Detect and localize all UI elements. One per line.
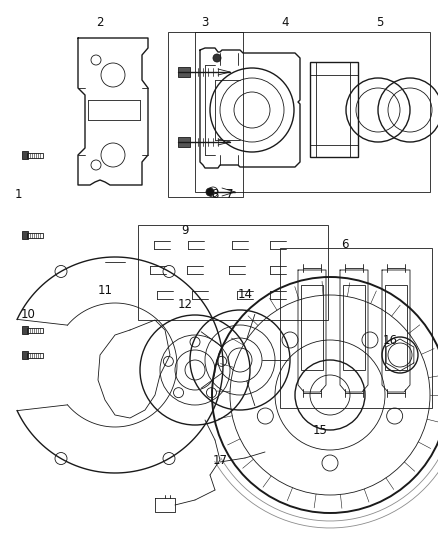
Text: 7: 7: [226, 189, 234, 201]
Bar: [22, 151, 28, 159]
Bar: [27, 232, 43, 238]
Text: 17: 17: [212, 454, 227, 466]
Text: 12: 12: [177, 298, 192, 311]
Bar: [280, 248, 432, 408]
Text: 2: 2: [96, 15, 104, 28]
Text: 16: 16: [382, 334, 398, 346]
Bar: [22, 231, 28, 239]
Bar: [22, 351, 28, 359]
Bar: [195, 32, 430, 192]
Bar: [168, 32, 243, 197]
Text: 9: 9: [181, 223, 189, 237]
Bar: [301, 285, 323, 370]
Text: 11: 11: [98, 284, 113, 296]
Bar: [343, 285, 365, 370]
Bar: [27, 352, 43, 358]
Bar: [27, 152, 43, 157]
Bar: [138, 225, 328, 320]
Circle shape: [206, 188, 214, 196]
Bar: [178, 137, 190, 147]
Text: 5: 5: [376, 15, 384, 28]
Text: 14: 14: [237, 288, 252, 302]
Bar: [27, 327, 43, 333]
Text: 15: 15: [313, 424, 328, 437]
Text: 8: 8: [211, 189, 219, 201]
Bar: [385, 285, 407, 370]
Text: 4: 4: [281, 15, 289, 28]
Bar: [22, 326, 28, 334]
Text: 1: 1: [14, 189, 22, 201]
Bar: [310, 62, 358, 157]
Text: 10: 10: [21, 309, 35, 321]
Bar: [178, 67, 190, 77]
Text: 6: 6: [341, 238, 349, 252]
Circle shape: [213, 54, 221, 62]
Text: 3: 3: [201, 15, 208, 28]
